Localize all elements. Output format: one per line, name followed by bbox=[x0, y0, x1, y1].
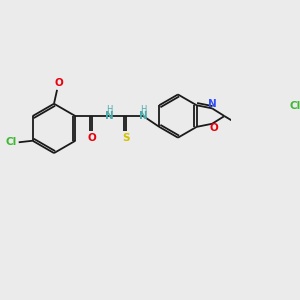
Text: Cl: Cl bbox=[290, 101, 300, 111]
Text: N: N bbox=[208, 99, 217, 109]
Text: O: O bbox=[209, 123, 218, 134]
Text: O: O bbox=[54, 78, 63, 88]
Text: N: N bbox=[139, 111, 148, 121]
Text: H: H bbox=[140, 105, 146, 114]
Text: Cl: Cl bbox=[6, 137, 17, 147]
Text: N: N bbox=[105, 111, 114, 121]
Text: S: S bbox=[122, 134, 130, 143]
Text: O: O bbox=[88, 134, 97, 143]
Text: H: H bbox=[106, 105, 112, 114]
